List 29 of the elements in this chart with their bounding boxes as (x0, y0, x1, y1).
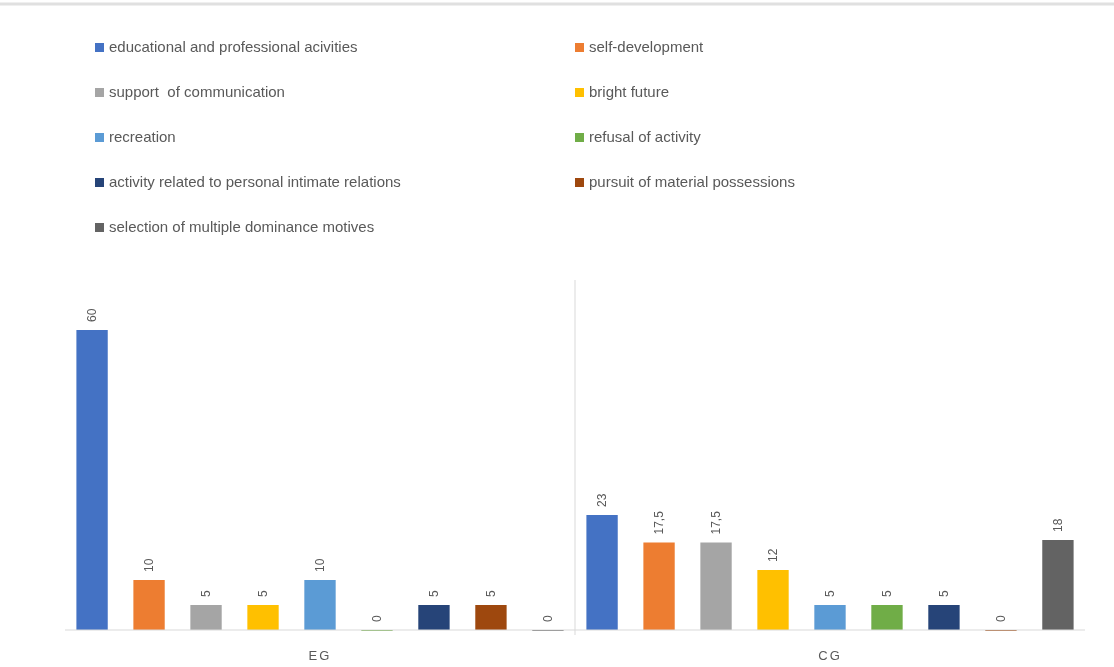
data-label: 17,5 (709, 510, 724, 535)
legend-label: support of communication (109, 83, 285, 100)
data-label: 60 (85, 308, 100, 322)
data-label: 10 (313, 558, 327, 572)
data-label: 0 (993, 615, 1008, 622)
data-label: 0 (369, 615, 384, 622)
data-label: 5 (483, 590, 498, 597)
data-label: 5 (879, 590, 894, 597)
data-label: 5 (823, 590, 837, 597)
data-label: 5 (426, 590, 441, 597)
data-label: 12 (766, 548, 781, 562)
data-label: 10 (142, 558, 157, 572)
data-label: 23 (595, 493, 610, 507)
legend-label: refusal of activity (589, 128, 702, 145)
legend-label: self-development (589, 38, 705, 55)
data-label: 5 (936, 590, 951, 597)
x-tick-label: EG (308, 648, 332, 663)
data-label: 0 (540, 615, 555, 622)
legend-label: pursuit of material possessions (589, 173, 795, 190)
legend-label: educational and professional acivities (109, 38, 358, 55)
legend-label: bright future (589, 83, 670, 100)
legend-label: activity related to personal intimate relations (109, 173, 401, 190)
x-tick-label: CG (818, 648, 842, 663)
data-label: 5 (199, 590, 214, 597)
data-label: 5 (256, 590, 271, 597)
data-label: 18 (1050, 518, 1065, 532)
legend-label: selection of multiple dominance motives (109, 218, 375, 235)
data-label: 17,5 (652, 510, 667, 535)
legend-label: recreation (109, 128, 176, 145)
